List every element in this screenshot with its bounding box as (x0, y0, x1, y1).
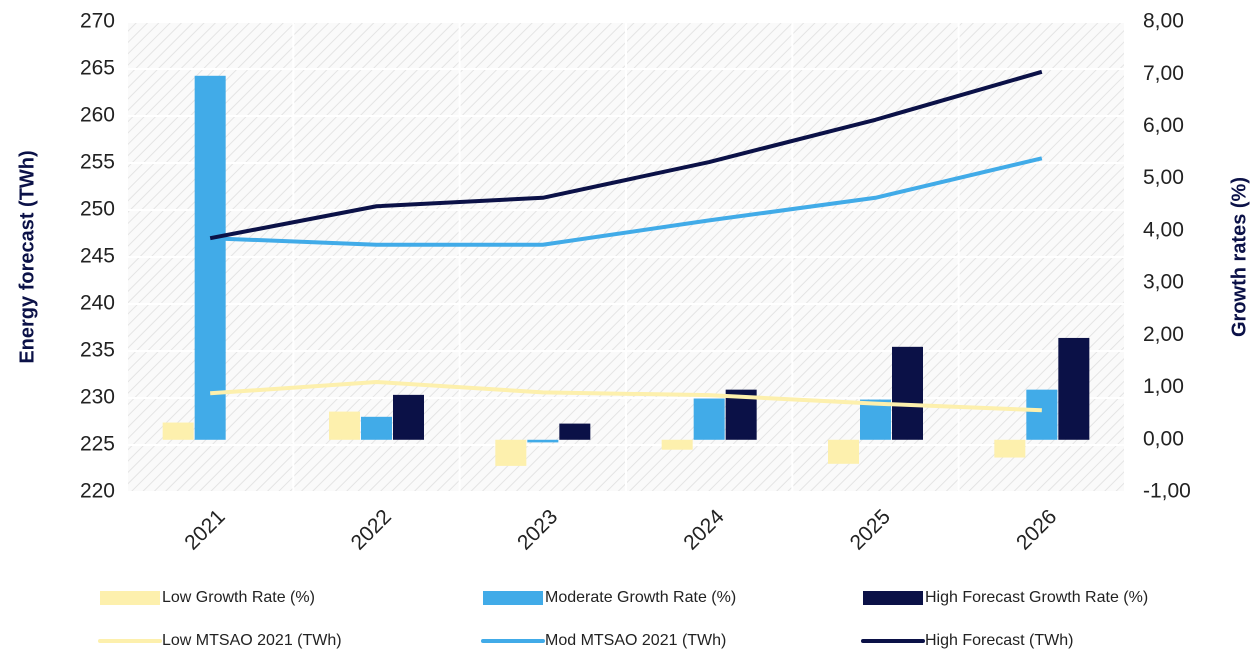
legend-label: High Forecast (TWh) (925, 632, 1073, 649)
y-tick-label: 270 (80, 10, 115, 33)
y2-tick-label: 4,00 (1143, 218, 1184, 241)
legend-label: Low Growth Rate (%) (162, 589, 315, 606)
line (209, 69, 1043, 241)
y2-tick-label: -1,00 (1143, 480, 1191, 503)
y-tick-label: 230 (80, 386, 115, 409)
y-tick-label: 265 (80, 57, 115, 80)
y-tick-label: 255 (80, 151, 115, 174)
y-tick-label: 220 (80, 480, 115, 503)
bar (527, 439, 559, 443)
y-tick-label: 245 (80, 245, 115, 268)
bar (194, 75, 226, 440)
bar (162, 422, 194, 440)
bar (361, 416, 392, 440)
y2-tick-label: 1,00 (1143, 375, 1184, 398)
x-tick-label: 2022 (347, 505, 396, 554)
legend-label: High Forecast Growth Rate (%) (925, 589, 1148, 606)
bar (495, 439, 527, 466)
legend-label: Mod MTSAO 2021 (TWh) (545, 632, 726, 649)
x-tick-label: 2021 (180, 505, 229, 554)
x-tick-label: 2024 (679, 505, 729, 555)
bar (860, 399, 891, 440)
y2-tick-label: 7,00 (1143, 62, 1184, 85)
y2-tick-label: 6,00 (1143, 114, 1184, 137)
bar (329, 411, 360, 440)
y-axis-title: Energy forecast (TWh) (16, 150, 38, 363)
bar (828, 439, 859, 464)
y-tick-label: 260 (80, 104, 115, 127)
legend-label: Moderate Growth Rate (%) (545, 589, 736, 606)
legend-swatch (863, 591, 923, 605)
x-tick-label: 2023 (513, 505, 562, 554)
bar (1058, 337, 1090, 440)
y2-tick-label: 3,00 (1143, 271, 1184, 294)
y2-tick-label: 0,00 (1143, 427, 1184, 450)
bar (994, 439, 1026, 458)
legend-swatch (100, 591, 160, 605)
bar (693, 398, 725, 440)
legend-swatch (483, 591, 543, 605)
x-tick-label: 2025 (846, 505, 895, 554)
line (210, 156, 1043, 247)
y2-tick-label: 5,00 (1143, 166, 1184, 189)
bar (1026, 389, 1058, 440)
y2-axis-title: Growth rates (%) (1228, 177, 1250, 337)
legend-label: Low MTSAO 2021 (TWh) (162, 632, 342, 649)
line (210, 380, 1042, 413)
y-tick-label: 250 (80, 198, 115, 221)
x-tick-label: 2026 (1012, 505, 1061, 554)
bar (892, 346, 923, 440)
bar (661, 439, 693, 450)
y2-tick-label: 8,00 (1143, 10, 1184, 33)
y-tick-label: 225 (80, 433, 115, 456)
y2-tick-label: 2,00 (1143, 323, 1184, 346)
y-tick-label: 235 (80, 339, 115, 362)
bar (559, 423, 591, 440)
y-tick-label: 240 (80, 292, 115, 315)
bar (393, 394, 424, 440)
